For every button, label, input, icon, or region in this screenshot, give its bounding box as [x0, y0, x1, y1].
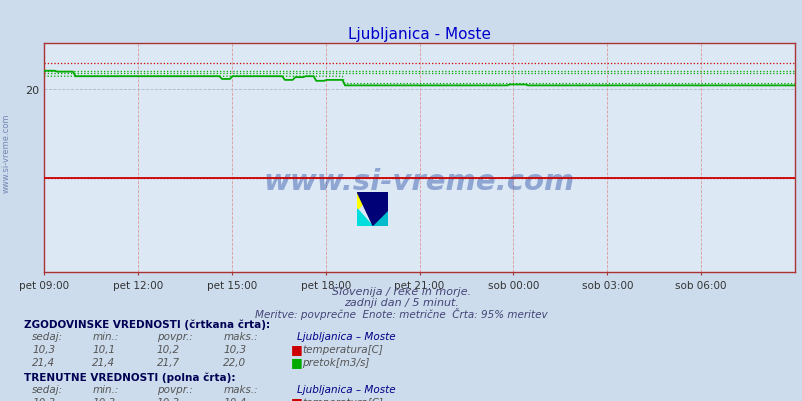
- Text: zadnji dan / 5 minut.: zadnji dan / 5 minut.: [343, 298, 459, 308]
- Polygon shape: [357, 209, 372, 227]
- Text: 10,2: 10,2: [156, 344, 180, 354]
- Text: pretok[m3/s]: pretok[m3/s]: [302, 357, 369, 367]
- Polygon shape: [357, 192, 387, 227]
- Text: TRENUTNE VREDNOSTI (polna črta):: TRENUTNE VREDNOSTI (polna črta):: [24, 371, 235, 382]
- Text: 21,4: 21,4: [32, 357, 55, 367]
- Text: 10,3: 10,3: [92, 397, 115, 401]
- Polygon shape: [357, 192, 372, 209]
- Text: min.:: min.:: [92, 384, 119, 394]
- Text: min.:: min.:: [92, 331, 119, 341]
- Text: temperatura[C]: temperatura[C]: [302, 344, 383, 354]
- Text: 10,3: 10,3: [32, 397, 55, 401]
- Text: Slovenija / reke in morje.: Slovenija / reke in morje.: [331, 287, 471, 297]
- Text: ■: ■: [290, 342, 302, 355]
- Text: povpr.:: povpr.:: [156, 384, 192, 394]
- Text: maks.:: maks.:: [223, 331, 257, 341]
- Text: 21,7: 21,7: [156, 357, 180, 367]
- Text: Ljubljanica – Moste: Ljubljanica – Moste: [297, 384, 395, 394]
- Text: 10,3: 10,3: [156, 397, 180, 401]
- Text: sedaj:: sedaj:: [32, 331, 63, 341]
- Text: 10,3: 10,3: [223, 344, 246, 354]
- Text: maks.:: maks.:: [223, 384, 257, 394]
- Text: 10,1: 10,1: [92, 344, 115, 354]
- Text: Meritve: povprečne  Enote: metrične  Črta: 95% meritev: Meritve: povprečne Enote: metrične Črta:…: [255, 307, 547, 319]
- Text: ZGODOVINSKE VREDNOSTI (črtkana črta):: ZGODOVINSKE VREDNOSTI (črtkana črta):: [24, 318, 270, 329]
- Text: www.si-vreme.com: www.si-vreme.com: [264, 167, 574, 195]
- Text: www.si-vreme.com: www.si-vreme.com: [2, 113, 11, 192]
- Text: ■: ■: [290, 355, 302, 368]
- Text: 21,4: 21,4: [92, 357, 115, 367]
- Text: temperatura[C]: temperatura[C]: [302, 397, 383, 401]
- Polygon shape: [372, 211, 387, 227]
- Title: Ljubljanica - Moste: Ljubljanica - Moste: [347, 26, 491, 42]
- Text: 22,0: 22,0: [223, 357, 246, 367]
- Text: ■: ■: [290, 395, 302, 401]
- Text: 10,4: 10,4: [223, 397, 246, 401]
- Text: 10,3: 10,3: [32, 344, 55, 354]
- Text: Ljubljanica – Moste: Ljubljanica – Moste: [297, 331, 395, 341]
- Text: sedaj:: sedaj:: [32, 384, 63, 394]
- Text: povpr.:: povpr.:: [156, 331, 192, 341]
